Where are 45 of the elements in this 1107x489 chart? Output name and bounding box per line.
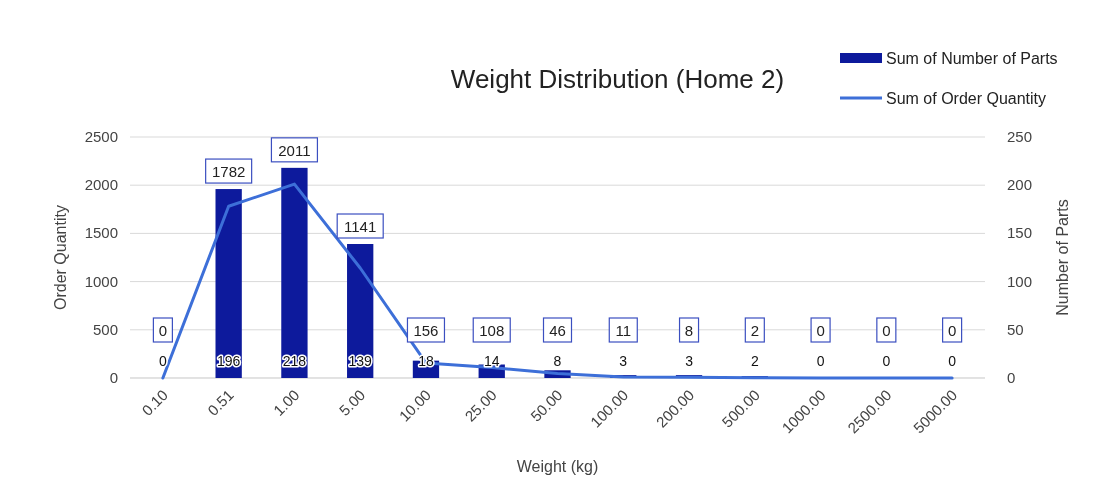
data-label: 14 <box>483 353 500 369</box>
data-label: 0 <box>158 353 167 369</box>
data-label: 0 <box>816 353 825 369</box>
data-label: 0 <box>882 353 891 369</box>
y-tick-label: 2000 <box>84 176 118 194</box>
data-label: 2 <box>750 322 759 339</box>
data-label: 0 <box>816 322 825 339</box>
data-label: 218 <box>282 353 307 369</box>
y-tick-label: 0 <box>109 369 118 386</box>
y2-tick-label: 50 <box>1007 320 1024 338</box>
data-label: 0 <box>947 322 957 339</box>
y-axis-title: Order Quantity <box>52 205 69 310</box>
chart-title: Weight Distribution (Home 2) <box>450 64 785 94</box>
data-label: 1141 <box>344 218 377 235</box>
data-label: 2011 <box>278 141 311 159</box>
data-label: 108 <box>479 322 505 339</box>
data-label: 0 <box>158 322 168 339</box>
data-label: 8 <box>553 353 562 369</box>
y2-tick-label: 200 <box>1007 176 1033 194</box>
y2-tick-label: 150 <box>1007 224 1033 242</box>
legend-label: Sum of Number of Parts <box>886 50 1058 67</box>
data-label: 8 <box>684 322 694 339</box>
data-label: 156 <box>413 322 439 339</box>
data-label: 1782 <box>211 163 246 181</box>
data-label: 0 <box>882 322 891 339</box>
x-tick-label: 0.10 <box>138 386 172 419</box>
data-label: 46 <box>549 322 566 339</box>
y-tick-label: 500 <box>92 320 118 338</box>
data-label: 2 <box>750 353 759 369</box>
data-label: 0 <box>948 353 957 369</box>
y2-axis-title: Number of Parts <box>1054 199 1071 316</box>
data-label: 11 <box>615 322 632 339</box>
x-tick-label: 0.51 <box>204 386 237 419</box>
x-axis-title: Weight (kg) <box>516 458 599 475</box>
data-label: 3 <box>619 353 628 369</box>
data-label: 196 <box>216 353 241 369</box>
y-tick-label: 1000 <box>84 272 118 290</box>
y2-tick-label: 250 <box>1007 128 1033 145</box>
data-label: 139 <box>348 353 373 369</box>
y-tick-label: 1500 <box>84 224 118 242</box>
data-label: 3 <box>685 353 694 369</box>
legend-label: Sum of Order Quantity <box>886 90 1047 107</box>
y2-tick-label: 0 <box>1007 369 1016 386</box>
y-tick-label: 2500 <box>84 128 118 145</box>
y2-tick-label: 100 <box>1007 272 1033 290</box>
